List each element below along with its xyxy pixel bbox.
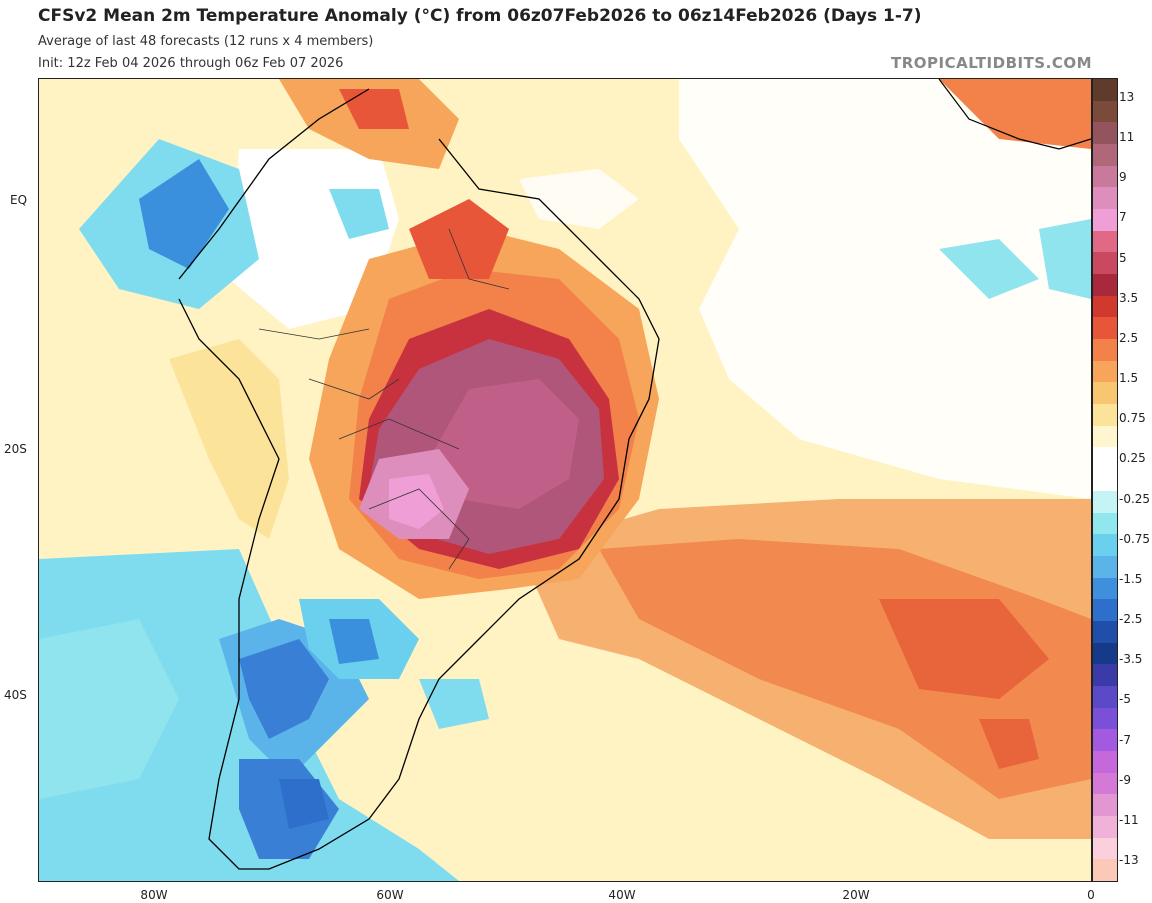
colorbar-segment (1093, 165, 1117, 188)
colorbar-tick-label: 1.5 (1119, 371, 1139, 386)
colorbar-segment (1093, 469, 1117, 492)
colorbar-segment (1093, 859, 1117, 882)
colorbar-tick-label: -13 (1119, 853, 1139, 867)
colorbar-segment (1093, 404, 1117, 427)
colorbar-tick-label: 0.75 (1119, 411, 1146, 426)
colorbar-segment (1093, 534, 1117, 557)
colorbar-tick-label: 2.5 (1119, 330, 1139, 345)
colorbar-tick-label: 9 (1119, 170, 1127, 185)
colorbar-tick-label: -5 (1119, 692, 1131, 707)
map-canvas (39, 79, 1091, 881)
lat-label-40s: 40S (4, 688, 27, 702)
coastline (178, 88, 660, 870)
colorbar-segment (1093, 382, 1117, 405)
lon-label-60w: 60W (376, 888, 404, 902)
colorbar-segment (1093, 750, 1117, 774)
colorbar-segment (1093, 794, 1117, 817)
colorbar-tick-label: -7 (1119, 732, 1131, 747)
colorbar-segment (1093, 100, 1117, 123)
colorbar-tick-label: -0.75 (1119, 531, 1151, 546)
colorbar-tick-label: -3.5 (1119, 652, 1143, 667)
colorbar-segment (1093, 729, 1117, 752)
colorbar-segment (1093, 555, 1117, 579)
colorbar (1092, 78, 1118, 882)
lat-label-20s: 20S (4, 442, 27, 456)
colorbar-segment (1093, 360, 1117, 383)
lon-label-20w: 20W (842, 888, 870, 902)
colorbar-segment (1093, 642, 1117, 665)
colorbar-tick-label: 0.25 (1119, 451, 1146, 466)
colorbar-segment (1093, 252, 1117, 275)
lat-label-eq: EQ (10, 193, 28, 207)
lon-label-40w: 40W (608, 888, 636, 902)
brand-watermark: TROPICALTIDBITS.COM (891, 54, 1092, 72)
colorbar-tick-label: 5 (1119, 250, 1127, 265)
colorbar-segment (1093, 144, 1117, 167)
colorbar-segment (1093, 620, 1117, 644)
colorbar-segment (1093, 512, 1117, 535)
colorbar-segment (1093, 295, 1117, 318)
colorbar-segment (1093, 209, 1117, 232)
colorbar-tick-label: -2.5 (1119, 612, 1143, 627)
colorbar-segment (1093, 577, 1117, 600)
colorbar-tick-label: 11 (1119, 130, 1135, 145)
colorbar-tick-label: 3.5 (1119, 290, 1139, 305)
colorbar-segment (1093, 837, 1117, 860)
colorbar-tick-label: 13 (1119, 90, 1135, 104)
colorbar-segment (1093, 664, 1117, 687)
colorbar-segment (1093, 274, 1117, 297)
colorbar-segment (1093, 122, 1117, 145)
colorbar-tick-label: -0.25 (1119, 491, 1151, 506)
colorbar-segment (1093, 230, 1117, 253)
colorbar-tick-label: -9 (1119, 772, 1131, 787)
colorbar-segment (1093, 599, 1117, 622)
anomaly-map (38, 78, 1092, 882)
colorbar-segment (1093, 707, 1117, 730)
colorbar-tick-label: -1.5 (1119, 571, 1143, 586)
colorbar-segment (1093, 772, 1117, 795)
lon-label-80w: 80W (140, 888, 168, 902)
colorbar-tick-label: -11 (1119, 812, 1139, 827)
colorbar-tick-label: 7 (1119, 210, 1127, 225)
colorbar-segment (1093, 490, 1117, 513)
africa-coast (938, 79, 1091, 150)
colorbar-segment (1093, 447, 1117, 470)
colorbar-segment (1093, 815, 1117, 839)
colorbar-segment (1093, 339, 1117, 362)
colorbar-segment (1093, 317, 1117, 340)
colorbar-segment (1093, 187, 1117, 210)
country-borders (258, 228, 510, 570)
lon-label-0: 0 (1087, 888, 1095, 902)
map-subtitle: Average of last 48 forecasts (12 runs x … (38, 34, 374, 49)
init-time: Init: 12z Feb 04 2026 through 06z Feb 07… (38, 56, 344, 71)
colorbar-segment (1093, 79, 1117, 102)
map-title: CFSv2 Mean 2m Temperature Anomaly (°C) f… (38, 6, 922, 26)
colorbar-segment (1093, 685, 1117, 709)
colorbar-segment (1093, 425, 1117, 448)
